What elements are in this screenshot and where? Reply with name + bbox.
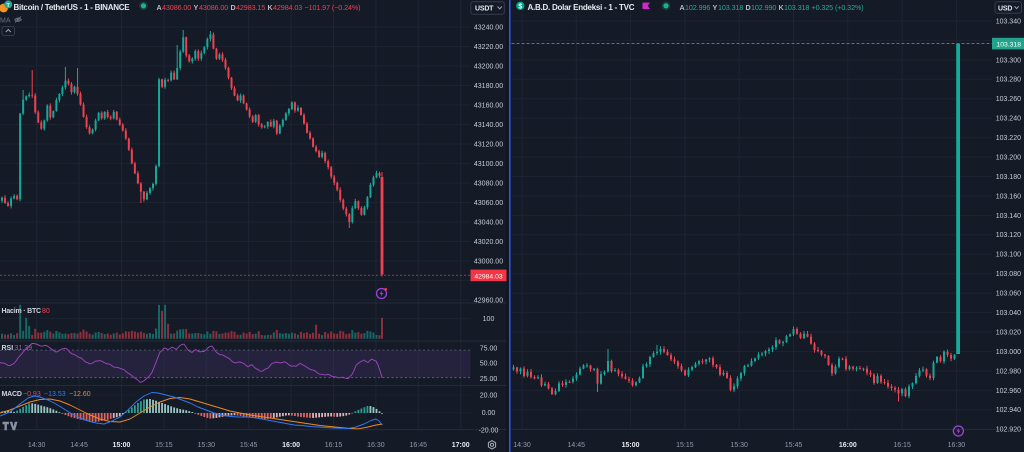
svg-text:103.120: 103.120 — [996, 232, 1021, 239]
svg-text:43140.00: 43140.00 — [474, 122, 503, 129]
svg-text:103.260: 103.260 — [996, 96, 1021, 103]
svg-text:15:30: 15:30 — [730, 442, 748, 449]
svg-text:103.060: 103.060 — [996, 291, 1021, 298]
svg-text:103.300: 103.300 — [996, 57, 1021, 64]
svg-text:43180.00: 43180.00 — [474, 83, 503, 90]
svg-text:16:30: 16:30 — [367, 442, 385, 449]
svg-text:14:45: 14:45 — [70, 442, 88, 449]
svg-text:103.200: 103.200 — [996, 155, 1021, 162]
svg-text:-20.00: -20.00 — [479, 427, 499, 434]
svg-text:Y: Y — [713, 3, 718, 12]
svg-text:103.340: 103.340 — [996, 18, 1021, 25]
svg-text:+0.325 (+0.32%): +0.325 (+0.32%) — [812, 3, 864, 12]
svg-text:80: 80 — [42, 308, 50, 315]
svg-text:15:00: 15:00 — [113, 442, 131, 449]
svg-text:43086.00: 43086.00 — [199, 3, 228, 12]
svg-text:17:00: 17:00 — [452, 442, 470, 449]
svg-text:103.318: 103.318 — [996, 42, 1021, 49]
svg-text:−12.60: −12.60 — [69, 391, 91, 398]
svg-text:42984.03: 42984.03 — [474, 273, 503, 280]
svg-text:D: D — [746, 3, 751, 12]
svg-text:−101.97 (−0.24%): −101.97 (−0.24%) — [305, 3, 361, 12]
svg-text:0.00: 0.00 — [482, 410, 496, 417]
svg-text:43120.00: 43120.00 — [474, 141, 503, 148]
svg-text:31.39: 31.39 — [15, 345, 33, 352]
svg-text:102.990: 102.990 — [751, 3, 776, 12]
svg-text:43160.00: 43160.00 — [474, 102, 503, 109]
svg-text:15:45: 15:45 — [240, 442, 258, 449]
svg-text:103.280: 103.280 — [996, 77, 1021, 84]
svg-text:103.100: 103.100 — [996, 252, 1021, 259]
svg-text:42984.03: 42984.03 — [273, 3, 302, 12]
svg-text:102.920: 102.920 — [996, 427, 1021, 434]
svg-text:14:30: 14:30 — [28, 442, 46, 449]
svg-text:50.00: 50.00 — [480, 361, 498, 368]
svg-text:43000.00: 43000.00 — [474, 258, 503, 265]
svg-text:43240.00: 43240.00 — [474, 24, 503, 31]
svg-text:16:00: 16:00 — [839, 442, 857, 449]
svg-text:−0.93: −0.93 — [23, 391, 41, 398]
svg-text:16:15: 16:15 — [893, 442, 911, 449]
svg-text:103.180: 103.180 — [996, 174, 1021, 181]
svg-text:103.318: 103.318 — [784, 3, 809, 12]
svg-text:43200.00: 43200.00 — [474, 63, 503, 70]
svg-text:102.940: 102.940 — [996, 407, 1021, 414]
svg-text:43100.00: 43100.00 — [474, 161, 503, 168]
svg-text:43086.00: 43086.00 — [162, 3, 191, 12]
svg-text:K: K — [268, 3, 274, 12]
svg-text:Bitcoin / TetherUS - 1 - BINAN: Bitcoin / TetherUS - 1 - BINANCE — [14, 3, 131, 12]
svg-text:MA: MA — [0, 17, 11, 24]
svg-text:MACD: MACD — [2, 391, 22, 398]
svg-text:100: 100 — [483, 316, 495, 323]
svg-text:16:45: 16:45 — [410, 442, 428, 449]
svg-text:102.980: 102.980 — [996, 368, 1021, 375]
svg-text:102.960: 102.960 — [996, 388, 1021, 395]
svg-text:RSI: RSI — [2, 345, 14, 352]
svg-text:102.996: 102.996 — [685, 3, 710, 12]
svg-text:43080.00: 43080.00 — [474, 180, 503, 187]
svg-text:103.080: 103.080 — [996, 271, 1021, 278]
svg-text:15:15: 15:15 — [676, 442, 694, 449]
svg-text:103.020: 103.020 — [996, 329, 1021, 336]
svg-text:15:15: 15:15 — [155, 442, 173, 449]
svg-text:15:30: 15:30 — [198, 442, 216, 449]
svg-text:43220.00: 43220.00 — [474, 44, 503, 51]
svg-text:43020.00: 43020.00 — [474, 239, 503, 246]
svg-text:−13.53: −13.53 — [44, 391, 66, 398]
svg-text:T: T — [7, 3, 11, 9]
svg-text:75.00: 75.00 — [480, 345, 498, 352]
svg-text:Y: Y — [194, 3, 199, 12]
svg-text:K: K — [779, 3, 785, 12]
svg-text:USDT: USDT — [475, 6, 494, 13]
svg-text:103.220: 103.220 — [996, 135, 1021, 142]
svg-text:A: A — [157, 3, 162, 12]
svg-text:103.160: 103.160 — [996, 193, 1021, 200]
svg-text:16:15: 16:15 — [325, 442, 343, 449]
svg-text:15:45: 15:45 — [785, 442, 803, 449]
svg-text:103.240: 103.240 — [996, 116, 1021, 123]
svg-text:16:30: 16:30 — [948, 442, 966, 449]
svg-text:20.00: 20.00 — [480, 392, 498, 399]
svg-text:16:00: 16:00 — [282, 442, 300, 449]
svg-text:103.318: 103.318 — [718, 3, 743, 12]
svg-text:A: A — [680, 3, 685, 12]
svg-text:25.00: 25.00 — [480, 376, 498, 383]
svg-text:USD: USD — [998, 5, 1012, 12]
svg-text:A.B.D. Dolar Endeksi - 1 - TVC: A.B.D. Dolar Endeksi - 1 - TVC — [528, 3, 635, 12]
svg-text:Hacim · BTC: Hacim · BTC — [2, 308, 42, 315]
svg-text:43040.00: 43040.00 — [474, 219, 503, 226]
svg-text:103.000: 103.000 — [996, 349, 1021, 356]
svg-text:43060.00: 43060.00 — [474, 200, 503, 207]
svg-text:$: $ — [518, 3, 522, 10]
svg-text:103.140: 103.140 — [996, 213, 1021, 220]
svg-text:42960.00: 42960.00 — [474, 297, 503, 304]
svg-text:14:30: 14:30 — [513, 442, 531, 449]
svg-text:14:45: 14:45 — [568, 442, 586, 449]
svg-text:42983.15: 42983.15 — [236, 3, 265, 12]
svg-text:103.040: 103.040 — [996, 310, 1021, 317]
svg-text:D: D — [231, 3, 236, 12]
svg-text:15:00: 15:00 — [622, 442, 640, 449]
